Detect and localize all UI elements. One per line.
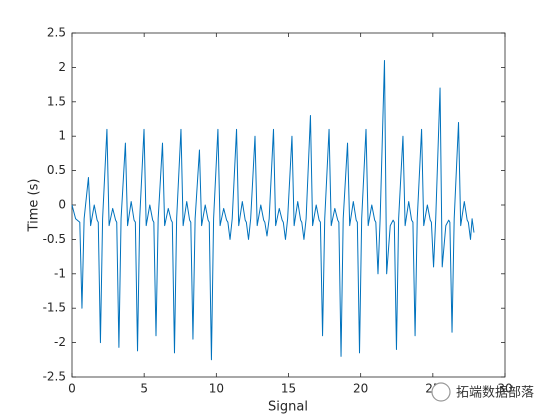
watermark: 拓端数据部落	[431, 382, 534, 402]
watermark-icon	[431, 382, 451, 402]
y-tick-label: 2	[58, 60, 66, 74]
y-tick-label: 1	[58, 129, 66, 143]
y-tick-label: -2.5	[43, 370, 66, 384]
y-tick-label: 0	[58, 198, 66, 212]
y-tick-label: 1.5	[47, 94, 66, 108]
signal-line	[71, 60, 475, 361]
y-axis-label: Time (s)	[27, 179, 42, 233]
x-tick-label: 10	[209, 382, 224, 396]
y-tick-label: 0.5	[47, 163, 66, 177]
y-tick-label: -1.5	[43, 301, 66, 315]
x-tick-label: 15	[281, 382, 296, 396]
y-tick-label: -1	[54, 266, 66, 280]
y-tick-label: 2.5	[47, 26, 66, 40]
watermark-text: 拓端数据部落	[456, 386, 534, 401]
y-tick-label: -0.5	[43, 232, 66, 246]
x-tick-label: 20	[353, 382, 368, 396]
x-tick-label: 30	[497, 382, 512, 396]
x-axis-label: Signal	[268, 400, 308, 415]
x-tick-label: 5	[140, 382, 148, 396]
y-tick-label: -2	[54, 335, 66, 349]
x-tick-label: 0	[68, 382, 76, 396]
